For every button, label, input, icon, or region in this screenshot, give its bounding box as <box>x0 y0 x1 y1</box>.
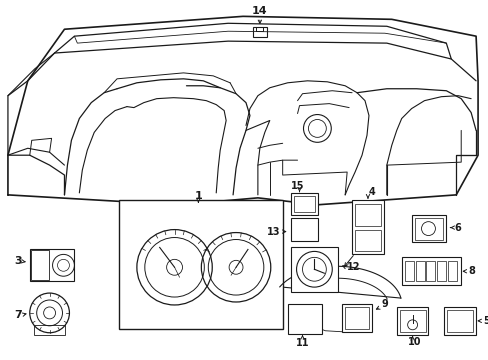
Text: 15: 15 <box>290 181 304 191</box>
Text: 10: 10 <box>407 337 421 347</box>
Text: 11: 11 <box>295 338 308 348</box>
Bar <box>399 310 425 332</box>
Bar <box>34 325 65 335</box>
Bar <box>401 257 460 285</box>
Bar <box>345 307 368 329</box>
Bar <box>31 251 48 280</box>
Bar <box>287 304 322 334</box>
Bar <box>290 218 318 242</box>
Bar <box>293 196 315 212</box>
Bar <box>415 261 424 281</box>
Text: 3: 3 <box>14 256 21 266</box>
Text: 14: 14 <box>251 6 267 17</box>
Bar <box>447 261 456 281</box>
Bar <box>119 200 282 329</box>
Bar <box>436 261 446 281</box>
Text: 12: 12 <box>346 262 360 272</box>
Bar <box>252 27 266 37</box>
Bar <box>342 304 371 332</box>
Text: 9: 9 <box>381 299 388 309</box>
Bar <box>351 200 383 255</box>
Text: 8: 8 <box>467 266 474 276</box>
Bar <box>426 261 434 281</box>
Text: 6: 6 <box>453 222 460 233</box>
Bar <box>411 215 446 243</box>
Bar <box>290 247 338 292</box>
Text: 5: 5 <box>482 316 488 326</box>
Bar <box>404 261 413 281</box>
Bar <box>396 307 427 335</box>
Text: 2: 2 <box>350 244 358 255</box>
Bar <box>414 218 443 239</box>
Text: 4: 4 <box>368 187 375 197</box>
Bar <box>447 310 472 332</box>
Bar <box>444 307 475 335</box>
Bar <box>354 230 380 251</box>
Bar <box>290 193 318 215</box>
Bar <box>354 204 380 226</box>
Bar <box>30 249 74 281</box>
Text: 7: 7 <box>14 310 21 320</box>
Text: 13: 13 <box>266 226 280 237</box>
Text: 1: 1 <box>194 191 202 201</box>
